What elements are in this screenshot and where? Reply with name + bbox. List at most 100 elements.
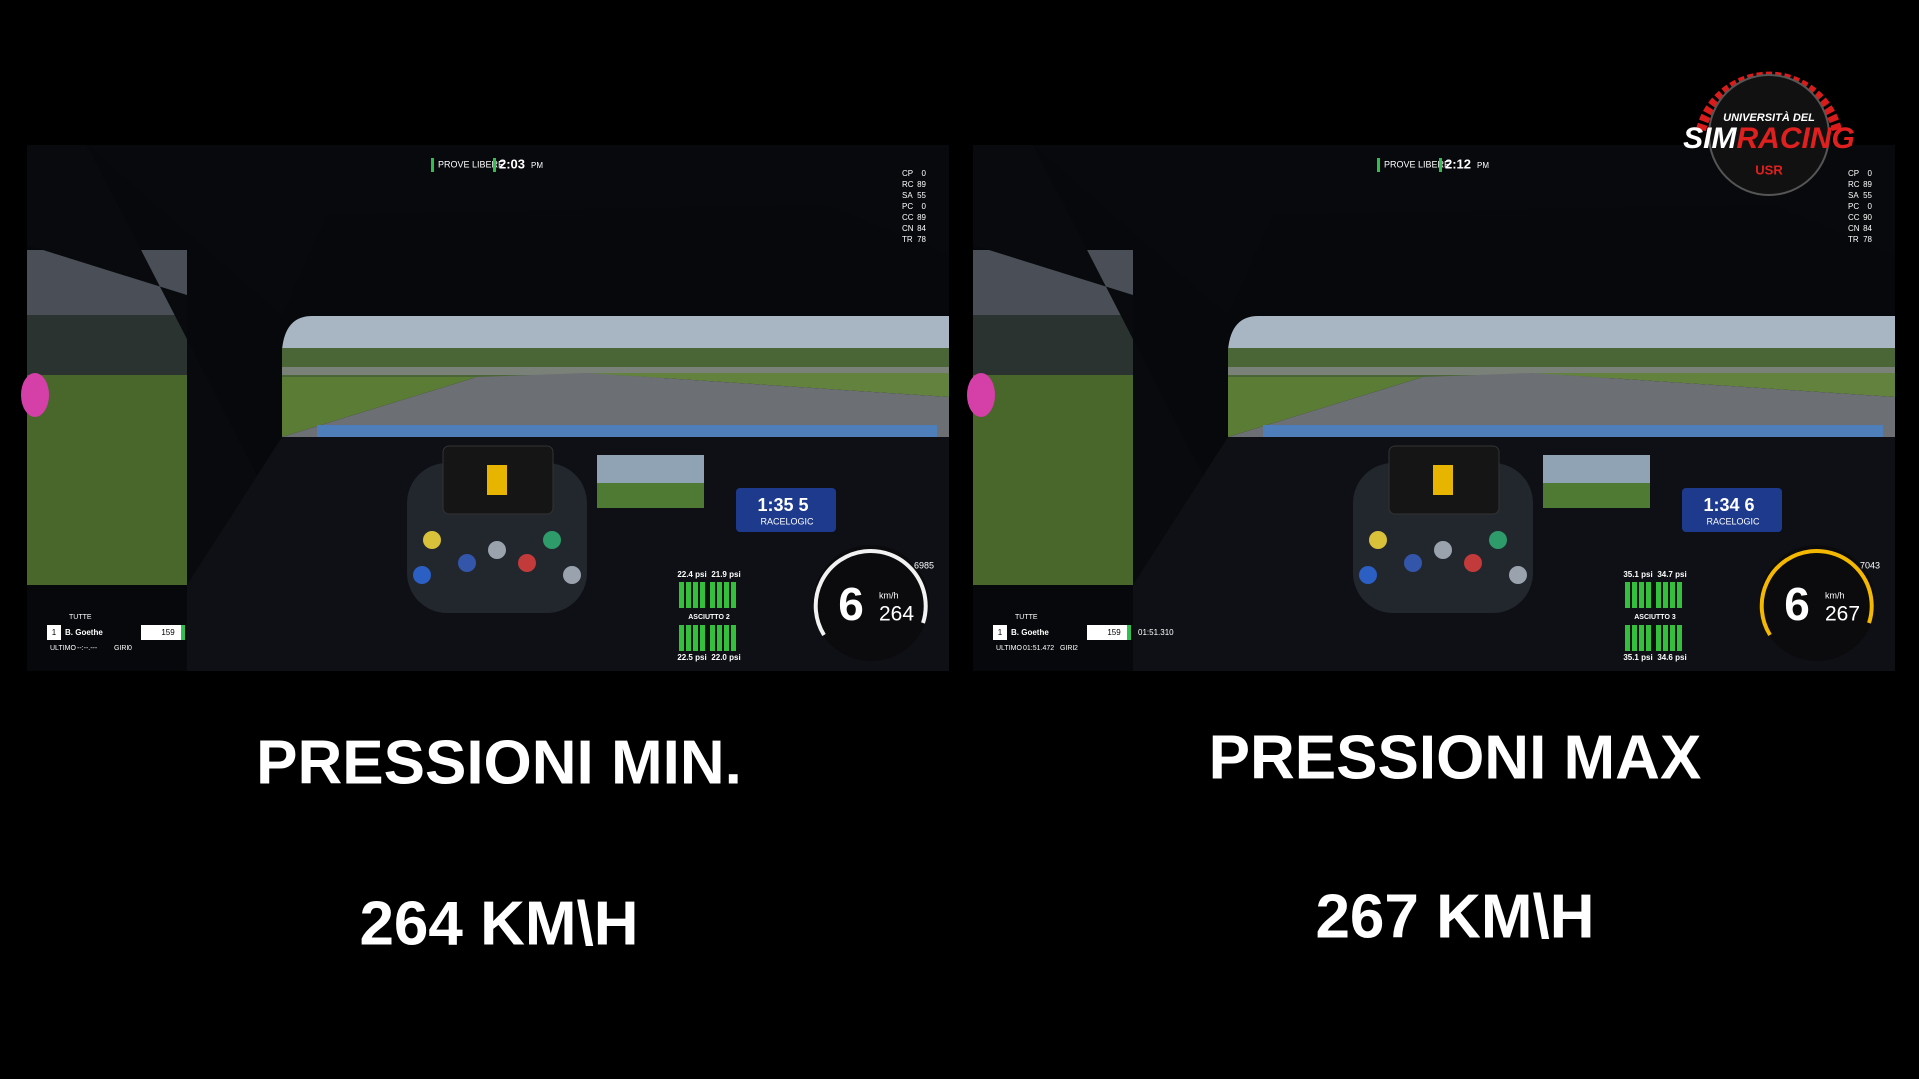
tyre-pressure: 34.7 psi xyxy=(1657,570,1686,579)
tyre-strip xyxy=(693,582,698,608)
rpm: 6985 xyxy=(914,560,934,570)
session: PROVE LIBERE xyxy=(1384,159,1450,169)
gear: 6 xyxy=(838,578,864,630)
laps: 2 xyxy=(1074,645,1078,652)
roof xyxy=(87,145,949,316)
stat-value: 84 xyxy=(917,224,926,233)
tyre-strip xyxy=(1670,625,1675,651)
position: 1 xyxy=(998,628,1003,637)
caption-speed: 264 KM\H xyxy=(359,889,638,958)
stat-label: CC xyxy=(1848,213,1860,222)
stat-value: 89 xyxy=(917,180,926,189)
speed: 267 xyxy=(1825,603,1860,626)
wheel-button xyxy=(1464,554,1482,572)
roof xyxy=(1033,145,1895,316)
session: PROVE LIBERE xyxy=(438,159,504,169)
tyre-strip xyxy=(679,582,684,608)
last-label: ULTIMO xyxy=(50,645,76,652)
last-time: 01:51.472 xyxy=(1023,645,1054,652)
dash-gear xyxy=(1433,465,1453,495)
standings-filter: TUTTE xyxy=(69,614,92,621)
stat-value: 78 xyxy=(1863,235,1872,244)
barrier xyxy=(27,315,187,375)
tyre-compound: ASCIUTTO 2 xyxy=(688,614,730,621)
tyre-strip xyxy=(1632,582,1637,608)
clock-suffix: PM xyxy=(1477,161,1489,170)
laps-label: GIRI xyxy=(114,645,128,652)
tyre-strip xyxy=(1625,582,1630,608)
car-box-accent xyxy=(181,625,185,640)
clock: 2:12 xyxy=(1445,156,1471,171)
dash-gear xyxy=(487,465,507,495)
grass xyxy=(973,375,1133,585)
laps-label: GIRI xyxy=(1060,645,1074,652)
driver: B. Goethe xyxy=(65,628,103,637)
stat-value: 55 xyxy=(1863,191,1872,200)
tyre-strip xyxy=(1663,582,1668,608)
stat-label: CP xyxy=(1848,169,1859,178)
tyre-strip xyxy=(1646,582,1651,608)
driver: B. Goethe xyxy=(1011,628,1049,637)
last-label: ULTIMO xyxy=(996,645,1022,652)
caption-title: PRESSIONI MAX xyxy=(1209,723,1702,792)
clock: 2:03 xyxy=(499,156,525,171)
tyre-strip xyxy=(717,625,722,651)
pink-object xyxy=(967,373,995,417)
tyre-strip xyxy=(724,582,729,608)
stat-label: RC xyxy=(1848,180,1860,189)
gauge-arc xyxy=(1759,548,1874,637)
wheel-button xyxy=(563,566,581,584)
logo-sim: SIM xyxy=(1683,122,1737,155)
wheel-button xyxy=(1369,531,1387,549)
tyre-strip xyxy=(1632,625,1637,651)
gauge-arc xyxy=(813,548,928,637)
tyre-pressure: 35.1 psi xyxy=(1623,570,1652,579)
clock-tick xyxy=(493,158,496,172)
racelogic-bg xyxy=(1682,488,1782,532)
position: 1 xyxy=(52,628,57,637)
tyre-strip xyxy=(686,625,691,651)
tyre-strip xyxy=(1625,625,1630,651)
stat-label: CN xyxy=(902,224,914,233)
logo-wordmark: SIMRACING xyxy=(1683,122,1855,155)
stat-label: PC xyxy=(902,202,913,211)
stat-label: PC xyxy=(1848,202,1859,211)
racelogic-bg xyxy=(736,488,836,532)
wheel-button xyxy=(543,531,561,549)
wheel-button xyxy=(518,554,536,572)
car-box xyxy=(1087,625,1127,640)
clock-tick xyxy=(1439,158,1442,172)
caption-speed: 267 KM\H xyxy=(1315,882,1594,951)
rpm: 7043 xyxy=(1860,560,1880,570)
dash-brand: RACELOGIC xyxy=(1706,516,1760,526)
session-tick xyxy=(1377,158,1380,172)
tyre-pressure: 35.1 psi xyxy=(1623,653,1652,662)
stat-value: 0 xyxy=(1868,202,1873,211)
speed: 264 xyxy=(879,603,914,626)
position-box xyxy=(993,625,1007,640)
wheel-button xyxy=(423,531,441,549)
tyre-strip xyxy=(679,625,684,651)
wheel-button xyxy=(1359,566,1377,584)
tyre-strip xyxy=(1656,582,1661,608)
car-number: 159 xyxy=(161,628,175,637)
sky xyxy=(1228,316,1895,350)
car-nose xyxy=(317,425,937,439)
tyre-strip xyxy=(724,625,729,651)
logo-badge: USR xyxy=(1755,162,1783,177)
stat-label: TR xyxy=(902,235,913,244)
logo-disc xyxy=(1708,74,1830,196)
speed-unit: km/h xyxy=(879,590,899,600)
laps: 0 xyxy=(128,645,132,652)
stat-label: CN xyxy=(1848,224,1860,233)
a-pillar xyxy=(973,145,1203,671)
last-time: --:--.--- xyxy=(77,645,98,652)
tyre-strip xyxy=(686,582,691,608)
tyre-strip xyxy=(1646,625,1651,651)
position-box xyxy=(47,625,61,640)
tyre-strip xyxy=(710,625,715,651)
stat-label: CP xyxy=(902,169,913,178)
